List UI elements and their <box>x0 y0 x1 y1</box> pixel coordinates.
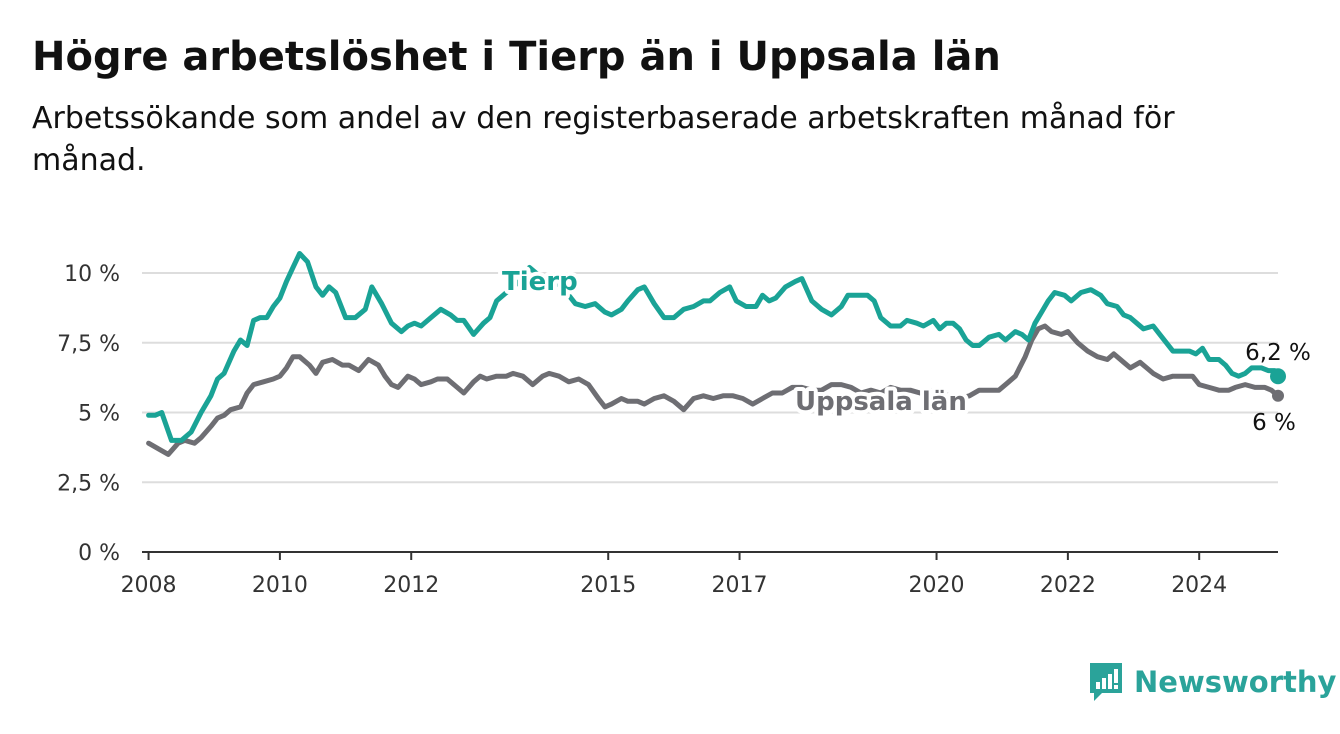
series-lines <box>146 251 1281 457</box>
y-tick-label: 2,5 % <box>57 471 120 496</box>
x-tick-label: 2022 <box>1040 573 1096 598</box>
chart-subtitle: Arbetssökande som andel av den registerb… <box>32 101 1175 178</box>
brand-name: Newsworthy <box>1134 665 1337 699</box>
brand-logo: Newsworthy <box>1088 660 1336 704</box>
y-tick-label: 10 % <box>64 262 120 287</box>
x-tick-label: 2012 <box>383 573 439 598</box>
y-tick-label: 7,5 % <box>57 332 120 357</box>
x-tick-label: 2017 <box>712 573 768 598</box>
series-line-uppsala-lan <box>146 323 1281 457</box>
annotations: 6,2 % 6 % Tierp Uppsala län <box>498 263 1311 436</box>
x-tick-label: 2020 <box>909 573 965 598</box>
newsworthy-logo-icon <box>1090 663 1122 701</box>
chart-title: Högre arbetslöshet i Tierp än i Uppsala … <box>32 34 1001 80</box>
tierp-end-label: 6,2 % <box>1245 340 1311 366</box>
uppsala-end-point <box>1272 389 1284 402</box>
gridlines <box>142 272 1278 484</box>
y-tick-label: 5 % <box>78 402 120 427</box>
x-tick-label: 2015 <box>580 573 636 598</box>
series-line-tierp <box>146 251 1281 443</box>
legend-label-uppsala-lan: Uppsala län <box>795 387 967 417</box>
y-axis: 0 % 2,5 % 5 % 7,5 % 10 % <box>57 262 120 566</box>
x-tick-label: 2024 <box>1171 573 1227 598</box>
x-axis: 2008 2010 2012 2015 2017 2020 2022 2024 <box>121 551 1278 598</box>
uppsala-end-label: 6 % <box>1252 410 1296 436</box>
y-tick-label: 0 % <box>78 541 120 566</box>
x-tick-label: 2010 <box>252 573 308 598</box>
tierp-end-point <box>1270 368 1286 385</box>
x-tick-label: 2008 <box>121 573 177 598</box>
legend-label-tierp: Tierp <box>502 267 578 297</box>
